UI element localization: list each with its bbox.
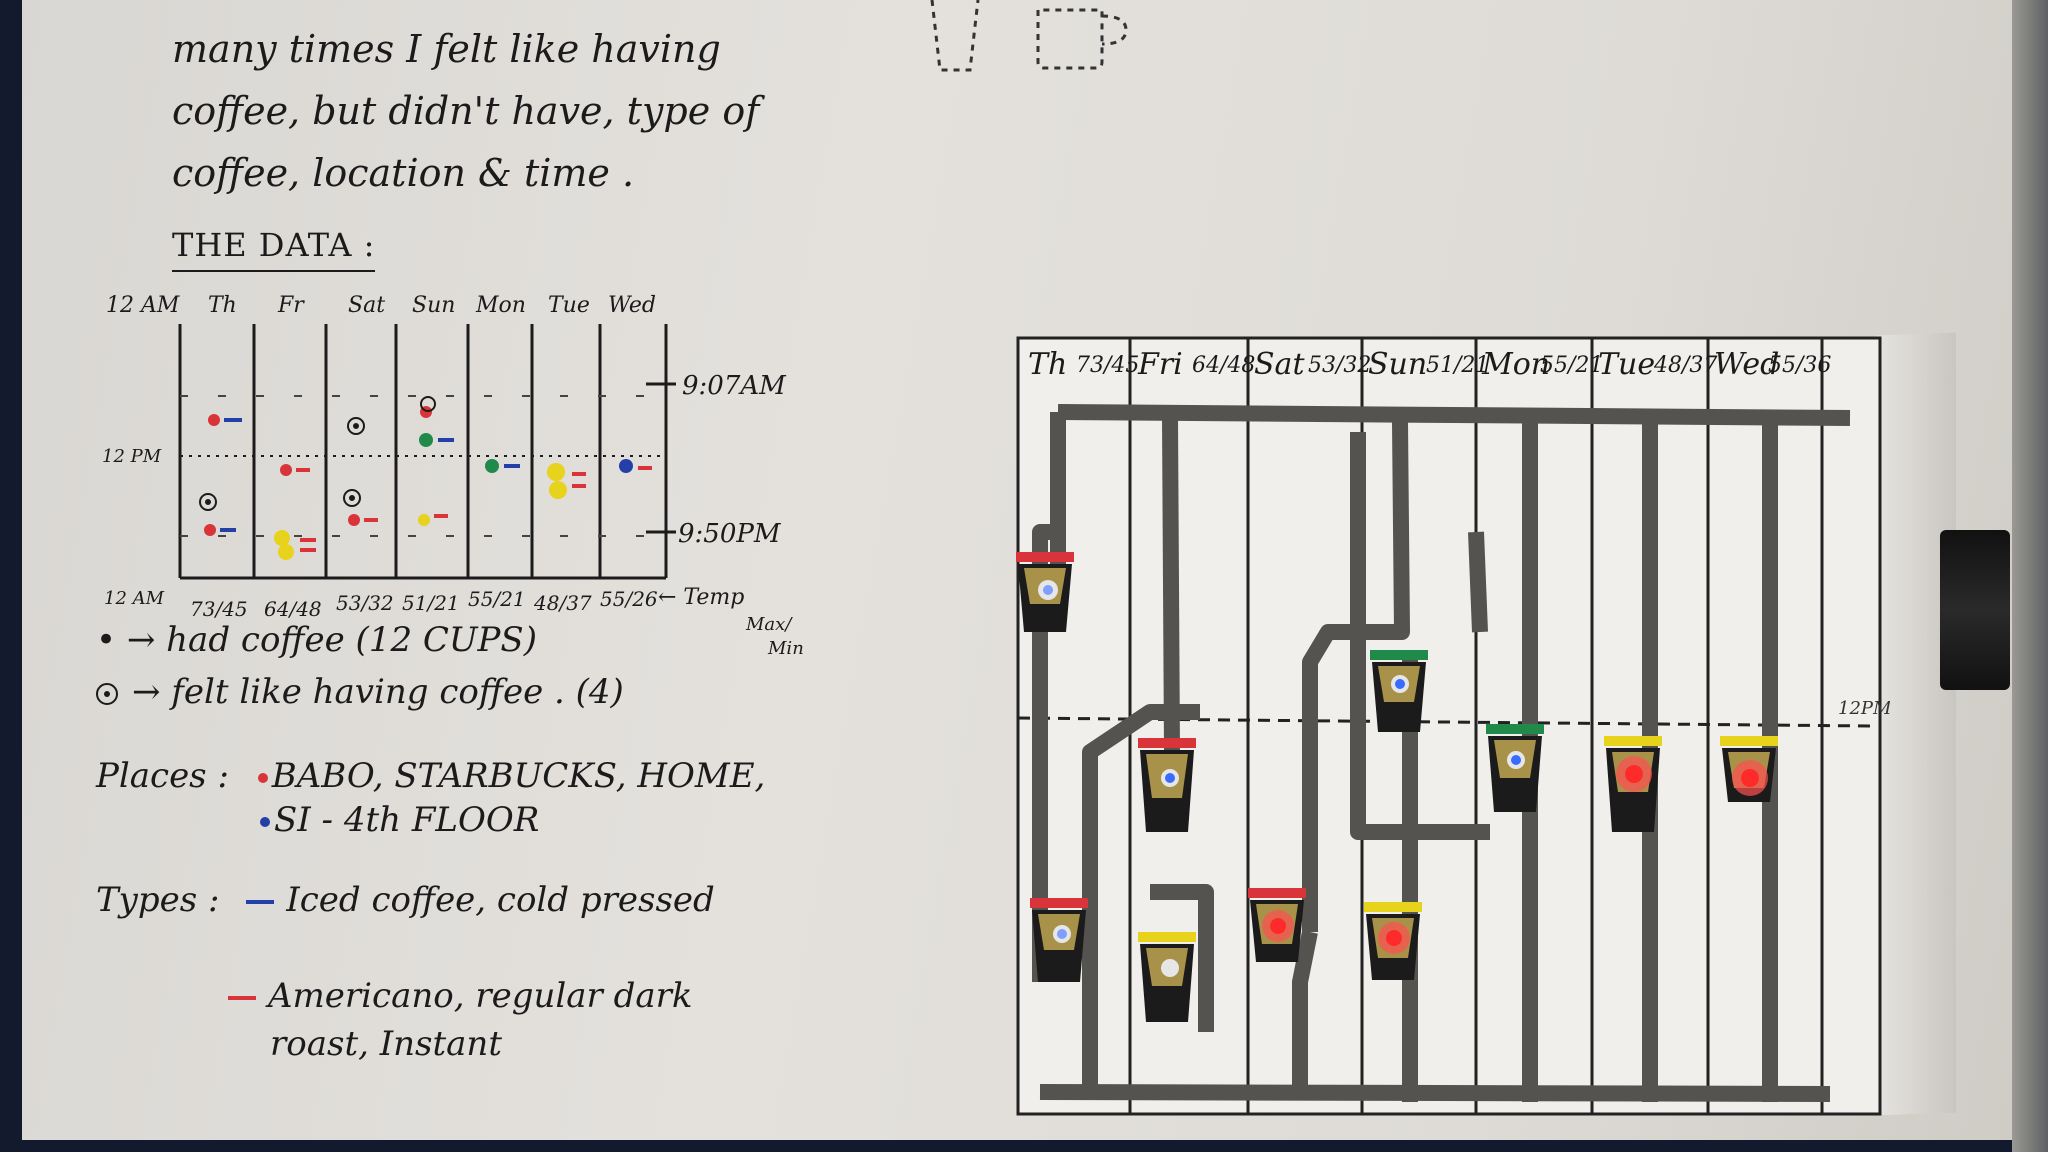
types-block: Types : Iced coffee, cold pressed	[96, 880, 715, 920]
intro-line-1: many times I felt like having	[172, 27, 721, 71]
sketch-coffee-dots	[204, 406, 652, 560]
data-heading: THE DATA :	[172, 226, 376, 272]
led-board: 12PM Th 73/45 Fri 64/48 Sat 53/32 Sun 51…	[1016, 336, 1890, 1116]
board-day-fri: Fri	[1137, 347, 1183, 382]
sketch-felt-like-rings	[199, 396, 436, 511]
sketch-temp-sun: 51/21	[402, 591, 460, 615]
sketch-temp-fr: 64/48	[264, 597, 322, 621]
places-line-1: BABO, STARBUCKS, HOME,	[271, 756, 766, 796]
sketch-temp-tue: 48/37	[533, 591, 592, 615]
cup-led-th-2	[1030, 898, 1088, 982]
types-label: Types :	[96, 880, 220, 920]
board-temp-fri: 64/48	[1192, 353, 1255, 378]
cup-led-tue	[1604, 736, 1662, 832]
board-temp-tue: 48/37	[1653, 353, 1717, 378]
board-day-th: Th	[1028, 347, 1067, 382]
sketch-time-top: 12 AM	[106, 293, 180, 318]
board-temp-th: 73/45	[1076, 353, 1139, 378]
board-day-wed: Wed	[1714, 347, 1779, 382]
board-temp-wed: 55/36	[1768, 353, 1831, 378]
sketch-time-noon: 12 PM	[102, 446, 162, 467]
types-americano-1: Americano, regular dark	[268, 976, 693, 1016]
sketch-temp-mon: 55/21	[468, 587, 526, 611]
places-label: Places :	[96, 756, 229, 796]
americano-dash-icon	[228, 996, 256, 1000]
si-dot-icon	[260, 817, 270, 827]
sketch-marker-morning: 9:07AM	[682, 371, 787, 401]
babo-dot-icon	[257, 773, 268, 783]
places-block: Places : BABO, STARBUCKS, HOME,	[96, 756, 765, 796]
board-noon-label: 12PM	[1838, 698, 1890, 719]
cup-leds	[1016, 552, 1778, 1022]
sketch-day-th: Th	[208, 293, 237, 318]
sketch-day-mon: Mon	[475, 293, 526, 318]
iced-dash-icon	[246, 900, 275, 904]
cup-led-sat	[1248, 888, 1306, 962]
sketch-temp-wed: 55/26	[600, 587, 658, 611]
tape-traces	[1032, 404, 1851, 1102]
types-iced: Iced coffee, cold pressed	[286, 880, 715, 920]
sketch-day-wed: Wed	[608, 293, 656, 318]
sketch-day-fr: Fr	[277, 293, 305, 318]
board-day-tue: Tue	[1598, 347, 1655, 382]
cup-led-sun-2	[1370, 650, 1428, 732]
types-americano-block: Americano, regular dark	[228, 976, 692, 1016]
sketch-temp-note-3: Min	[767, 638, 804, 659]
intro-text: many times I felt like having coffee, bu…	[172, 18, 759, 204]
board-day-sat: Sat	[1254, 347, 1305, 382]
binder-clip	[1940, 530, 2010, 690]
felt-like-ring-icon	[96, 683, 118, 705]
cup-led-sun-1	[1364, 902, 1422, 980]
intro-line-3: coffee, location & time .	[172, 151, 635, 195]
sketch-day-tue: Tue	[548, 293, 590, 318]
sketch-temp-sat: 53/32	[336, 591, 394, 615]
cup-led-fri-1	[1138, 738, 1196, 832]
cup-led-mon	[1486, 724, 1544, 812]
board-temp-sat: 53/32	[1308, 353, 1371, 378]
sketch-marker-evening: 9:50PM	[678, 519, 782, 549]
places-line-2-block: SI - 4th FLOOR	[260, 800, 539, 840]
places-line-2: SI - 4th FLOOR	[274, 800, 540, 840]
sketch-chart: 12 AM 12 PM 12 AM Th Fr Sat Sun Mon Tue …	[102, 293, 804, 659]
board-temp-mon: 55/21	[1540, 353, 1603, 378]
intro-line-2: coffee, but didn't have, type of	[172, 89, 760, 133]
cup-doodles	[930, 0, 1128, 72]
sketch-temp-note-2: Max/	[745, 614, 793, 635]
sketch-temp-th: 73/45	[190, 597, 248, 621]
types-americano-2: roast, Instant	[270, 1024, 502, 1064]
board-day-mon: Mon	[1481, 347, 1550, 382]
legend-had-coffee: • → had coffee (12 CUPS)	[96, 620, 537, 660]
board-day-sun: Sun	[1368, 347, 1427, 382]
legend-felt-like: → felt like having coffee . (4)	[96, 672, 624, 712]
legend-felt-like-text: → felt like having coffee . (4)	[132, 672, 624, 712]
cup-led-wed	[1720, 736, 1778, 802]
paper-edge	[2012, 0, 2048, 1152]
sketch-temp-note-1: ← Temp	[658, 585, 744, 610]
sketch-day-sat: Sat	[348, 293, 385, 318]
board-temp-sun: 51/21	[1426, 353, 1489, 378]
sketch-time-bottom: 12 AM	[104, 588, 165, 609]
cup-led-th-1	[1016, 552, 1074, 632]
sketch-day-sun: Sun	[412, 293, 455, 318]
cup-led-fri-2	[1138, 932, 1196, 1022]
